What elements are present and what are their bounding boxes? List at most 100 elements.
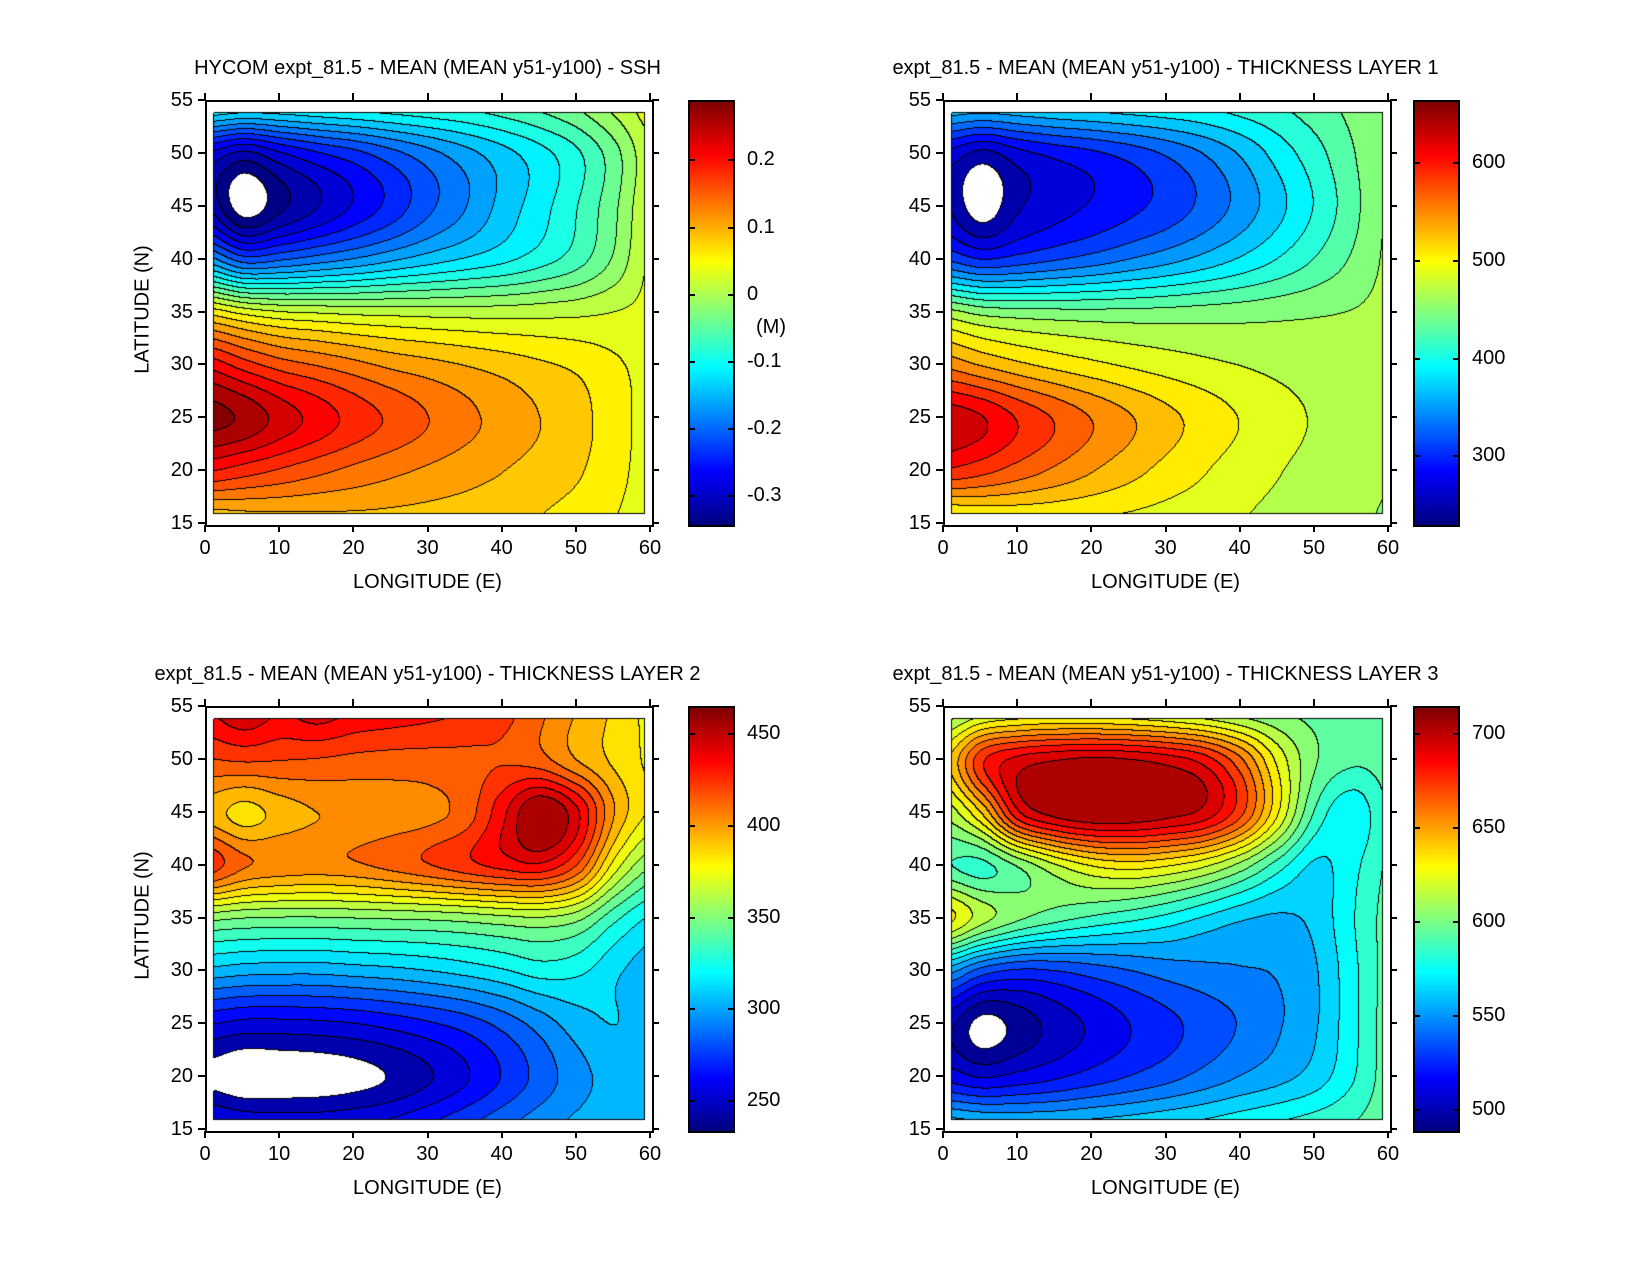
tick-mark xyxy=(1390,705,1397,707)
tick-mark xyxy=(500,699,503,706)
colorbar-tick-label: 250 xyxy=(747,1089,781,1112)
tick-mark xyxy=(198,916,205,919)
tick-mark xyxy=(574,525,577,532)
tick-mark xyxy=(728,226,735,229)
tick-mark xyxy=(728,1008,735,1011)
tick-mark xyxy=(1390,1022,1397,1025)
tick-mark xyxy=(1453,733,1460,736)
tick-mark xyxy=(936,969,943,972)
tick-mark xyxy=(1390,1075,1397,1078)
x-tick-label: 30 xyxy=(416,1143,439,1165)
x-tick-label: 60 xyxy=(1376,537,1400,559)
tick-mark xyxy=(1413,259,1420,262)
tick-mark xyxy=(652,257,659,260)
tick-mark xyxy=(942,525,944,532)
y-tick-label: 55 xyxy=(170,695,193,717)
tick-mark xyxy=(1413,161,1420,164)
tick-mark xyxy=(1090,699,1093,706)
tick-mark xyxy=(1453,455,1460,458)
tick-mark xyxy=(1387,1131,1389,1138)
panel-4-axes xyxy=(943,706,1392,1133)
y-tick-label: 40 xyxy=(170,853,193,876)
tick-mark xyxy=(688,1100,695,1103)
tick-mark xyxy=(688,495,695,498)
tick-mark xyxy=(688,226,695,229)
tick-mark xyxy=(500,1131,503,1138)
tick-mark xyxy=(652,363,659,366)
tick-mark xyxy=(1390,916,1397,919)
tick-mark xyxy=(426,1131,429,1138)
colorbar-tick-label: 350 xyxy=(747,905,781,928)
tick-mark xyxy=(1164,93,1167,100)
tick-mark xyxy=(198,416,205,419)
x-tick-label: 10 xyxy=(1006,1143,1029,1165)
x-tick-label: 0 xyxy=(199,1143,211,1165)
tick-mark xyxy=(942,1131,944,1138)
tick-mark xyxy=(649,93,651,100)
tick-mark xyxy=(198,522,205,524)
tick-mark xyxy=(728,824,735,827)
tick-mark xyxy=(198,863,205,866)
tick-mark xyxy=(426,699,429,706)
tick-mark xyxy=(652,705,659,707)
tick-mark xyxy=(652,863,659,866)
tick-mark xyxy=(936,1128,943,1130)
tick-mark xyxy=(936,810,943,813)
tick-mark xyxy=(728,916,735,919)
colorbar-tick-label: 0.2 xyxy=(747,148,775,171)
colorbar-tick-label: -0.3 xyxy=(747,484,782,507)
tick-mark xyxy=(352,93,355,100)
tick-mark xyxy=(1453,921,1460,924)
x-tick-label: 30 xyxy=(416,537,439,559)
tick-mark xyxy=(1387,93,1389,100)
y-tick-label: 40 xyxy=(908,853,931,876)
colorbar-tick-label: 700 xyxy=(1472,722,1506,745)
tick-mark xyxy=(1390,99,1397,101)
tick-mark xyxy=(1413,827,1420,830)
x-tick-label: 60 xyxy=(1376,1143,1400,1165)
x-tick-label: 60 xyxy=(638,537,662,559)
tick-mark xyxy=(688,732,695,735)
colorbar-tick-label: 550 xyxy=(1472,1004,1506,1027)
colorbar-tick-label: 600 xyxy=(1472,150,1506,173)
tick-mark xyxy=(500,93,503,100)
y-tick-label: 25 xyxy=(908,1012,931,1035)
tick-mark xyxy=(1238,1131,1241,1138)
tick-mark xyxy=(352,699,355,706)
x-tick-label: 60 xyxy=(638,1143,662,1165)
y-tick-label: 55 xyxy=(908,695,931,717)
tick-mark xyxy=(652,204,659,207)
x-tick-label: 20 xyxy=(342,537,365,559)
tick-mark xyxy=(1312,525,1315,532)
panel-4-contour-field xyxy=(945,708,1390,1131)
colorbar-tick-label: 400 xyxy=(1472,346,1506,369)
tick-mark xyxy=(426,525,429,532)
tick-mark xyxy=(652,810,659,813)
tick-mark xyxy=(936,705,943,707)
x-tick-label: 20 xyxy=(1080,1143,1103,1165)
tick-mark xyxy=(1413,1015,1420,1018)
tick-mark xyxy=(936,416,943,419)
tick-mark xyxy=(198,99,205,101)
tick-mark xyxy=(936,1022,943,1025)
colorbar-tick-label: 500 xyxy=(1472,1098,1506,1121)
tick-mark xyxy=(198,757,205,760)
tick-mark xyxy=(936,916,943,919)
panel-3-colorbar xyxy=(688,706,735,1133)
y-tick-label: 55 xyxy=(170,89,193,111)
tick-mark xyxy=(198,257,205,260)
tick-mark xyxy=(728,159,735,162)
tick-mark xyxy=(1312,93,1315,100)
panel-4-colorbar xyxy=(1413,706,1460,1133)
y-tick-label: 15 xyxy=(908,512,931,534)
tick-mark xyxy=(1453,1015,1460,1018)
y-tick-label: 30 xyxy=(908,353,931,376)
tick-mark xyxy=(204,1131,206,1138)
tick-mark xyxy=(652,1128,659,1130)
tick-mark xyxy=(198,1128,205,1130)
x-tick-label: 20 xyxy=(1080,537,1103,559)
colorbar-tick-label: 300 xyxy=(1472,444,1506,467)
tick-mark xyxy=(652,522,659,524)
tick-mark xyxy=(204,525,206,532)
tick-mark xyxy=(652,969,659,972)
